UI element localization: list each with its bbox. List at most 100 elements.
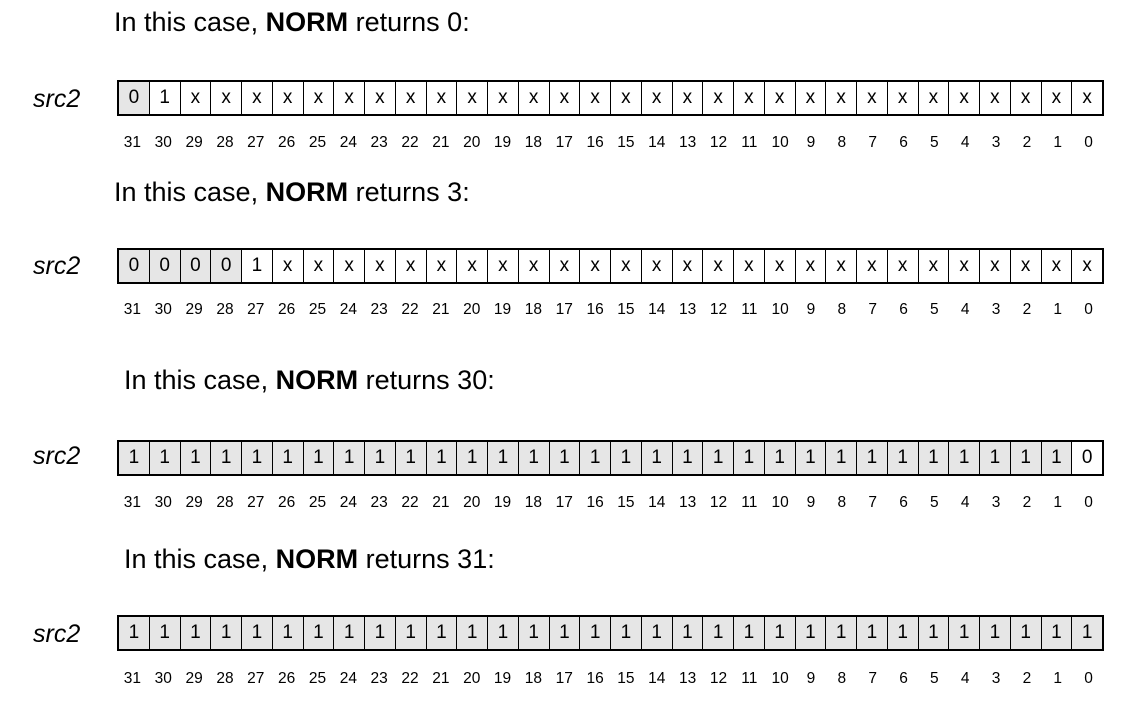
bit-cell: 1 (580, 617, 611, 649)
bit-index: 21 (432, 670, 450, 687)
bit-index: 18 (524, 301, 543, 318)
case-heading: In this case, NORM returns 31: (124, 544, 495, 574)
bit-cell: 1 (611, 442, 642, 474)
bit-index: 18 (524, 134, 543, 151)
case-heading: In this case, NORM returns 0: (114, 7, 470, 37)
bit-index: 28 (216, 134, 234, 151)
bit-cell: x (857, 250, 888, 282)
bit-index: 23 (370, 670, 388, 687)
bit-cell: 1 (764, 442, 796, 474)
bit-cell: 1 (734, 617, 765, 649)
bit-cell: x (703, 250, 734, 282)
bit-cell: 0 (1081, 447, 1093, 468)
bit-cell: x (488, 250, 519, 282)
bit-cell: x (765, 82, 796, 114)
bit-cell: 1 (918, 442, 950, 474)
bit-index: 22 (401, 134, 419, 151)
bit-index: 27 (247, 301, 265, 318)
bit-cell: x (365, 82, 396, 114)
case-heading: In this case, NORM returns 3: (114, 177, 470, 207)
bit-index: 15 (617, 670, 635, 687)
bit-cell: 1 (764, 617, 796, 649)
bit-cell: x (1042, 82, 1073, 114)
bit-index: 14 (648, 494, 666, 511)
bit-index: 25 (308, 494, 327, 511)
bit-index: 30 (154, 670, 172, 687)
bit-cell: 1 (549, 442, 581, 474)
bit-index: 17 (555, 494, 573, 511)
bit-cell: x (242, 82, 273, 114)
bit-index-row: 31 30 29 28 27 26 25 24 23 22 21 20 19 18 17 16 15 14 13 12… (117, 670, 1104, 688)
bit-index: 4 (960, 670, 970, 687)
bit-cell: x (427, 250, 458, 282)
bit-index: 3 (991, 494, 1001, 511)
bit-index: 11 (741, 301, 758, 318)
bit-index: 15 (617, 301, 635, 318)
bit-cell: 1 (1041, 442, 1073, 474)
bit-index: 29 (185, 494, 203, 511)
bit-cell: 1 (457, 442, 488, 474)
bit-index-row: 31 30 29 28 27 26 25 24 23 22 21 20 19 18 17 16 15 14 13 12… (117, 494, 1104, 512)
bit-cell: x (949, 250, 980, 282)
bit-index: 8 (837, 494, 847, 511)
bit-cell: x (826, 250, 857, 282)
bit-index: 20 (463, 670, 481, 687)
bit-cell: x (611, 250, 642, 282)
bit-index: 29 (185, 301, 203, 318)
bit-cell: x (304, 250, 335, 282)
bit-cell: x (857, 82, 888, 114)
bit-index: 23 (370, 134, 388, 151)
bit-cell: 1 (303, 442, 335, 474)
bit-index: 20 (463, 494, 481, 511)
bit-index: 0 (1084, 134, 1093, 151)
bit-cell: x (580, 250, 611, 282)
bit-index: 13 (678, 301, 697, 318)
heading-result: 3: (447, 177, 470, 207)
bit-index: 30 (154, 494, 172, 511)
bit-index: 31 (123, 301, 142, 318)
bit-index: 29 (185, 134, 203, 151)
bit-cell: x (642, 82, 673, 114)
bit-index: 10 (771, 670, 789, 687)
bit-index: 30 (154, 301, 172, 318)
bit-cell: 1 (518, 617, 550, 649)
bit-cell: x (488, 82, 519, 114)
bit-cell: 1 (150, 82, 181, 114)
bit-cell: x (673, 250, 704, 282)
bit-index: 18 (524, 494, 543, 511)
bit-index-row: 31 30 29 28 27 26 25 24 23 22 21 20 19 18 17 16 15 14 13 12… (117, 134, 1104, 152)
bit-index: 13 (678, 134, 697, 151)
heading-prefix: In this case, (114, 7, 259, 37)
bit-cell: 1 (457, 617, 488, 649)
bit-cell: 1 (580, 442, 611, 474)
bit-cell: x (550, 250, 581, 282)
bit-cell: 1 (703, 442, 734, 474)
bit-index: 5 (930, 494, 939, 511)
bit-index: 27 (247, 494, 265, 511)
bit-cell: x (273, 250, 304, 282)
bit-cell: 1 (303, 617, 335, 649)
bit-index: 19 (493, 494, 512, 511)
bit-index: 23 (370, 301, 388, 318)
bit-cell: 1 (334, 617, 365, 649)
bit-index: 24 (339, 134, 357, 151)
bit-cell: x (457, 250, 488, 282)
bit-cell: 1 (211, 442, 242, 474)
bit-index: 14 (648, 670, 666, 687)
heading-verb: returns (355, 177, 440, 207)
bit-index: 30 (154, 134, 172, 151)
bit-index: 25 (308, 301, 327, 318)
bit-cell: 1 (149, 617, 181, 649)
bit-cell: x (919, 82, 950, 114)
bit-cell: 1 (518, 442, 550, 474)
bit-index: 12 (709, 134, 728, 151)
bit-cell: 1 (672, 442, 704, 474)
bit-index: 16 (586, 670, 604, 687)
bit-cell: x (642, 250, 673, 282)
bit-cell: 1 (242, 617, 273, 649)
bit-cell: 1 (395, 617, 427, 649)
case-heading: In this case, NORM returns 30: (124, 365, 495, 395)
bit-cell: 0 (180, 250, 212, 282)
bit-cell: x (365, 250, 396, 282)
